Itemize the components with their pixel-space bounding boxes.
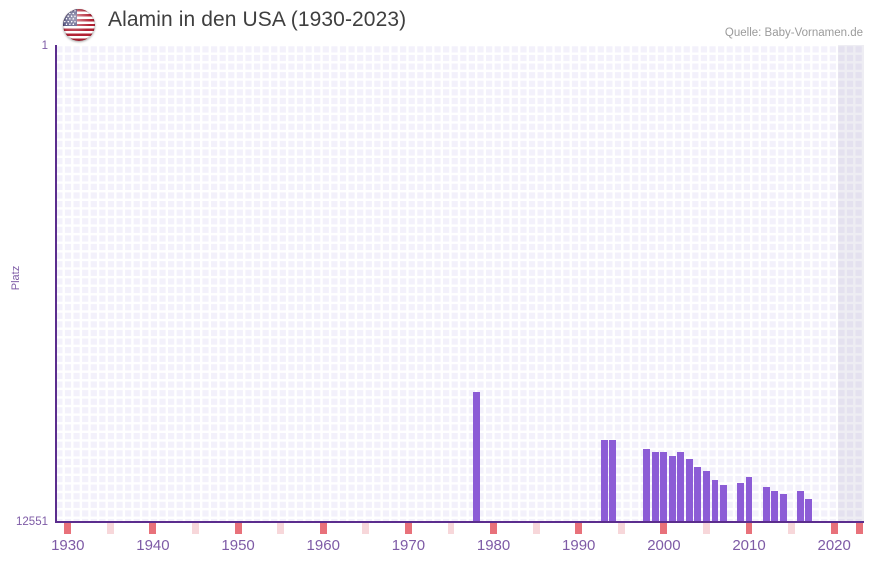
x-axis-tick [660,523,668,534]
us-flag-icon [63,9,95,41]
x-axis-tick [856,523,864,534]
x-axis-label: 1950 [221,537,255,554]
x-axis-tick [64,523,72,534]
x-axis-labels: 1930 1940 1950 1960 1970 1980 1990 2000 2010 2020 [0,537,873,563]
bar[interactable] [703,470,710,523]
bar[interactable] [720,485,727,523]
plot-area [55,45,864,523]
x-axis-tick [277,523,285,534]
x-axis-tick [703,523,710,534]
x-axis-tick [319,523,327,534]
x-axis-tick [404,523,412,534]
bar[interactable] [600,439,608,523]
x-axis-label: 1960 [306,537,340,554]
x-axis-tick [788,523,796,534]
bar[interactable] [668,455,676,523]
x-axis-tick [490,523,497,534]
incomplete-data-band [838,45,864,523]
bar[interactable] [660,452,668,523]
x-axis-tick [745,523,753,534]
x-axis-label: 2000 [647,537,681,554]
x-axis-tick [830,523,838,534]
page-title: Alamin in den USA (1930-2023) [108,8,407,31]
y-axis-line [55,45,57,523]
x-axis-tick [617,523,625,534]
bar[interactable] [805,498,813,523]
y-axis-top-label: 1 [41,40,48,52]
x-axis-tick [106,523,114,534]
x-axis-line [55,521,864,523]
x-axis-label: 2020 [817,537,851,554]
bar[interactable] [651,452,659,523]
x-axis-label: 2010 [732,537,766,554]
x-axis-label: 1940 [136,537,170,554]
x-axis-tick [362,523,370,534]
x-axis-tick [192,523,199,534]
x-axis-label: 1970 [391,537,426,554]
x-axis-tick [532,523,540,534]
x-axis-ticks [0,523,873,535]
bar[interactable] [685,459,693,523]
bar[interactable] [737,482,744,523]
y-axis-bottom-label: 12551 [16,516,48,528]
x-axis-label: 1990 [562,537,596,554]
plot-gridlines [55,45,864,523]
bar[interactable] [694,466,702,523]
y-axis-title: Platz [10,265,22,291]
bar[interactable] [677,452,685,523]
bar[interactable] [643,448,651,523]
bar[interactable] [779,494,787,523]
x-axis-tick [149,523,157,534]
x-axis-label: 1930 [51,537,85,554]
bar-series [55,45,864,523]
x-axis-tick [234,523,242,534]
chart-header: Alamin in den USA (1930-2023) Quelle: Ba… [0,0,873,45]
bar[interactable] [473,392,480,523]
bar[interactable] [609,439,617,523]
x-axis-tick [575,523,583,534]
bar[interactable] [762,486,770,523]
x-axis-label: 1980 [476,537,511,554]
bar[interactable] [745,477,753,523]
bar[interactable] [771,491,779,523]
bar[interactable] [796,491,804,523]
x-axis-tick [447,523,455,534]
bar[interactable] [711,480,719,523]
source-attribution: Quelle: Baby-Vornamen.de [724,27,863,39]
